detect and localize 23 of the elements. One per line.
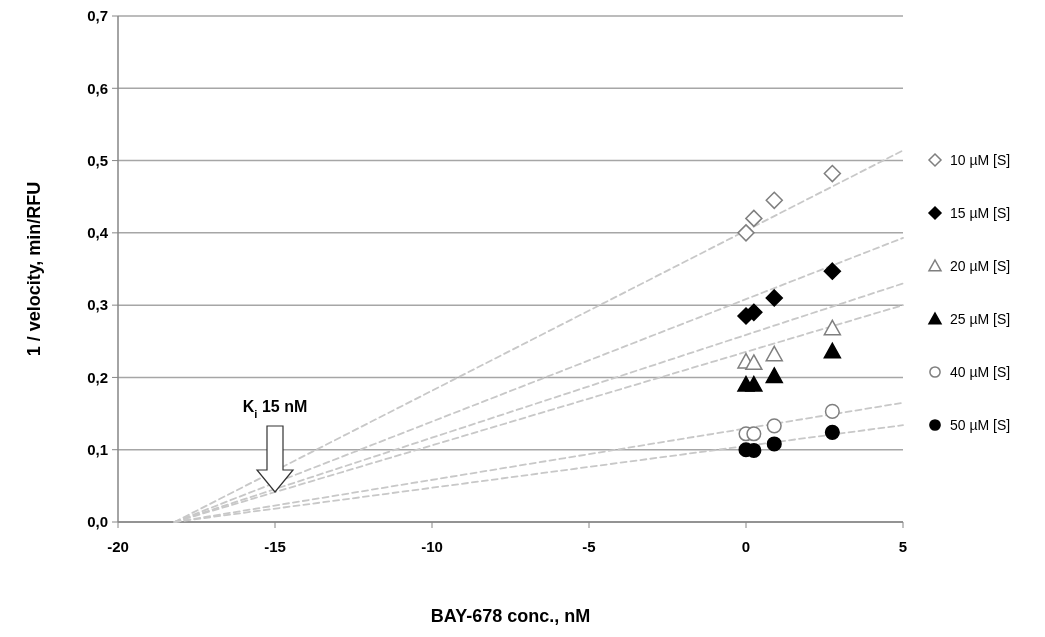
y-tick-label: 0,5 <box>87 151 108 169</box>
y-tick-label: 0,3 <box>87 296 108 314</box>
x-tick-label: -5 <box>582 538 596 555</box>
legend-label: 10 µM [S] <box>950 151 1011 168</box>
legend-label: 25 µM [S] <box>950 310 1011 327</box>
legend-label: 20 µM [S] <box>950 257 1011 274</box>
x-tick-label: -10 <box>421 538 443 555</box>
x-axis-title: BAY-678 conc., nM <box>430 606 591 626</box>
legend-label: 40 µM [S] <box>950 363 1011 380</box>
y-tick-label: 0,4 <box>87 224 109 242</box>
y-tick-label: 0,6 <box>87 79 108 97</box>
y-tick-label: 0,0 <box>87 513 108 531</box>
x-tick-label: -20 <box>107 538 129 555</box>
x-tick-label: 5 <box>898 538 908 555</box>
annotation: K$_{i}$ 15 nM <box>242 398 308 420</box>
x-tick-label: -15 <box>264 538 286 555</box>
legend-label: 50 µM [S] <box>950 416 1011 433</box>
y-tick-label: 0,7 <box>87 7 108 25</box>
y-axis-title: 1 / velocity, min/RFU <box>24 181 44 357</box>
legend-label: 15 µM [S] <box>950 204 1011 221</box>
y-tick-label: 0,1 <box>87 440 108 458</box>
y-tick-label: 0,2 <box>87 368 108 386</box>
x-tick-label: 0 <box>741 538 751 555</box>
